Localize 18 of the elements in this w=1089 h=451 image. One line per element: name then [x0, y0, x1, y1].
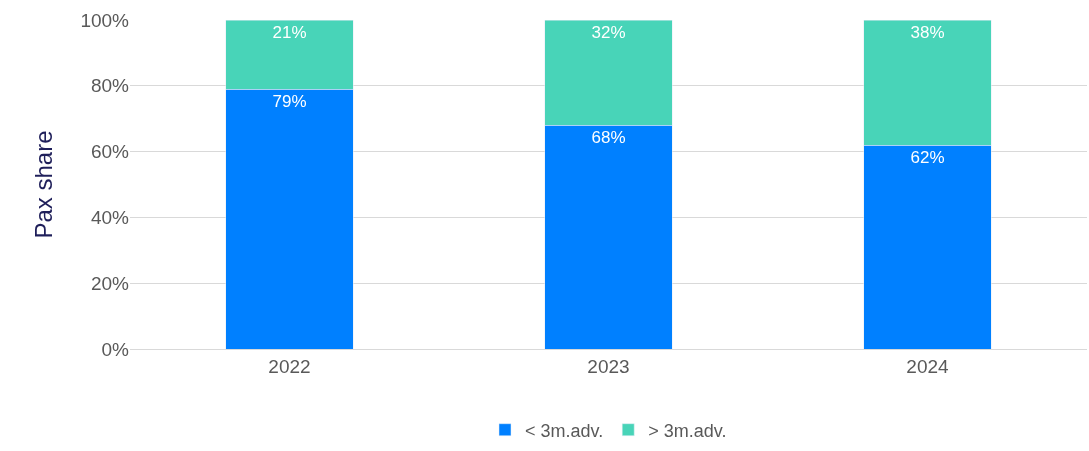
- legend-label: > 3m.adv.: [648, 420, 727, 441]
- data-label: 79%: [272, 92, 307, 112]
- x-tick-label: 2024: [906, 355, 950, 377]
- y-tick-label: 20%: [90, 272, 130, 294]
- data-label: 32%: [591, 23, 626, 42]
- data-label: 21%: [272, 23, 307, 42]
- x-tick-label: 2023: [587, 355, 630, 377]
- y-tick-label: 100%: [80, 9, 130, 31]
- data-label: 38%: [910, 23, 945, 42]
- data-label: 68%: [591, 128, 626, 148]
- y-tick-label: 40%: [90, 207, 130, 229]
- y-tick-label: 80%: [90, 75, 130, 97]
- y-tick-label: 60%: [90, 141, 130, 163]
- x-tick-label: 2022: [268, 355, 311, 377]
- legend-label: < 3m.adv.: [525, 420, 604, 441]
- y-axis-title: Pax share: [30, 130, 58, 239]
- data-label: 62%: [910, 148, 945, 168]
- y-tick-label: 0%: [101, 338, 130, 360]
